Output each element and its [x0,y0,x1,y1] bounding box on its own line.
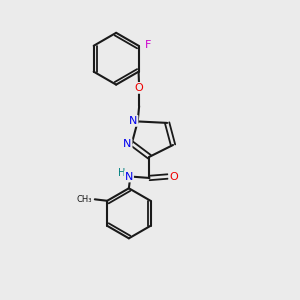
Text: H: H [118,168,126,178]
Text: N: N [123,139,132,149]
Text: CH₃: CH₃ [77,195,92,204]
Text: N: N [125,172,133,182]
Text: N: N [129,116,137,126]
Text: O: O [169,172,178,182]
Text: O: O [135,83,143,93]
Text: F: F [145,40,151,50]
